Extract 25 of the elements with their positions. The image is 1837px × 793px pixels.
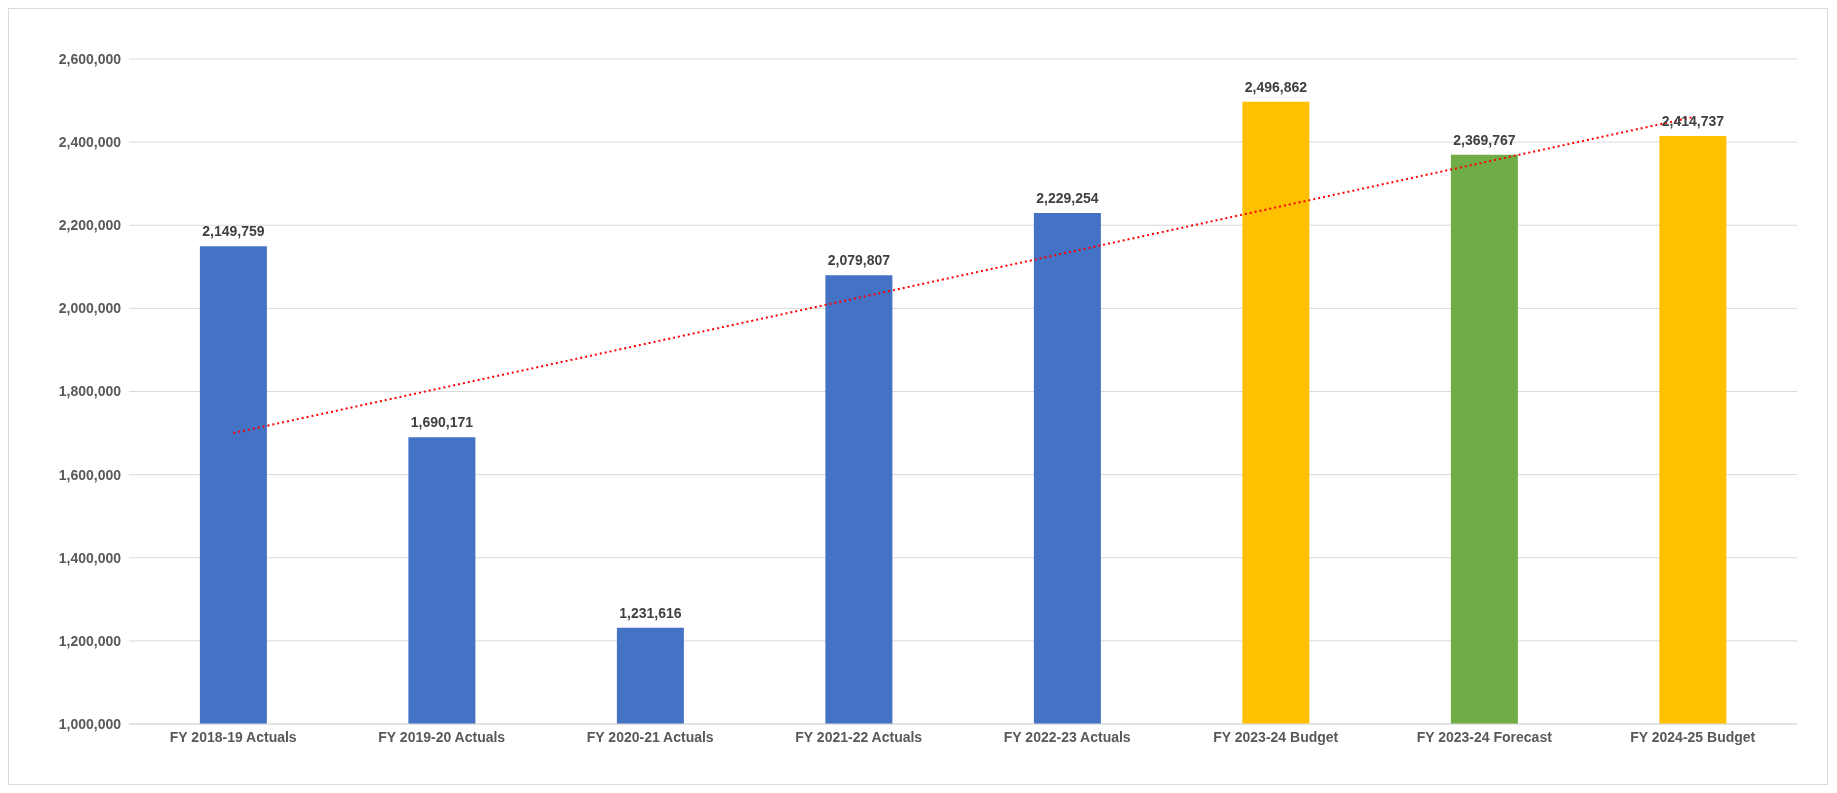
y-tick-label: 1,000,000	[58, 715, 122, 732]
data-label: 2,149,759	[202, 223, 265, 240]
y-tick-label: 2,400,000	[58, 134, 122, 151]
x-tick-label: FY 2018-19 Actuals	[169, 728, 297, 745]
data-label: 1,690,171	[410, 414, 474, 431]
y-tick-label: 2,600,000	[58, 50, 122, 67]
x-tick-label: FY 2020-21 Actuals	[586, 728, 714, 745]
x-tick-label: FY 2024-25 Budget	[1630, 728, 1756, 745]
x-tick-label: FY 2023-24 Forecast	[1416, 728, 1553, 745]
data-label: 2,414,737	[1661, 113, 1725, 129]
data-label: 2,229,254	[1036, 190, 1099, 207]
x-tick-label: FY 2021-22 Actuals	[795, 728, 923, 745]
data-label: 2,369,767	[1453, 131, 1516, 148]
data-label: 2,496,862	[1244, 78, 1308, 95]
y-tick-label: 1,400,000	[58, 549, 122, 566]
x-tick-label: FY 2022-23 Actuals	[1003, 728, 1131, 745]
data-label: 1,231,616	[619, 604, 682, 621]
y-tick-label: 2,200,000	[58, 217, 122, 234]
y-tick-label: 1,600,000	[58, 466, 122, 483]
data-label: 2,079,807	[827, 252, 891, 269]
x-tick-label: FY 2023-24 Budget	[1213, 728, 1339, 745]
x-tick-label: FY 2019-20 Actuals	[378, 728, 506, 745]
y-tick-label: 2,000,000	[58, 300, 122, 317]
y-tick-label: 1,200,000	[58, 632, 122, 649]
y-tick-label: 1,800,000	[58, 383, 122, 400]
